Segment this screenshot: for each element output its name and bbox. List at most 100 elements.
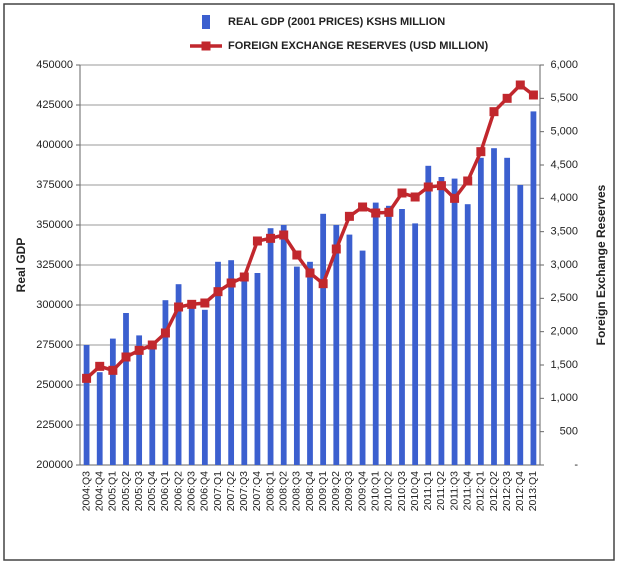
y2-tick-label: 3,500 <box>550 226 578 238</box>
line-marker <box>279 230 289 240</box>
x-tick-label: 2012:Q3 <box>501 471 513 511</box>
line-marker <box>200 298 210 308</box>
legend-label: FOREIGN EXCHANGE RESERVES (USD MILLION) <box>228 40 488 52</box>
bar <box>241 274 248 465</box>
x-tick-label: 2011:Q2 <box>435 471 447 511</box>
line-marker <box>292 250 302 260</box>
y2-axis-title: Foreign Exchange Reserves <box>594 184 608 345</box>
line-marker <box>95 361 105 371</box>
line-marker <box>134 345 144 355</box>
y2-tick-label: 1,500 <box>550 359 578 371</box>
x-tick-label: 2010:Q1 <box>369 471 381 511</box>
line-marker <box>436 181 446 191</box>
y2-tick-label: 6,000 <box>550 59 578 71</box>
line-marker <box>502 93 512 103</box>
x-tick-label: 2007:Q1 <box>212 471 224 511</box>
x-tick-label: 2011:Q4 <box>461 471 473 511</box>
bar <box>267 228 274 465</box>
y2-tick-label: - <box>574 459 578 471</box>
x-tick-label: 2009:Q2 <box>330 471 342 511</box>
bar <box>280 225 287 465</box>
line-marker <box>528 90 538 100</box>
line-marker <box>358 202 368 212</box>
y-tick-label: 425000 <box>36 99 73 111</box>
bar <box>425 165 432 466</box>
bar <box>438 177 445 465</box>
line-marker <box>344 211 354 221</box>
y-tick-label: 325000 <box>36 259 73 271</box>
y2-tick-label: 4,500 <box>550 159 578 171</box>
bar <box>188 305 195 465</box>
x-tick-label: 2009:Q1 <box>317 471 329 511</box>
bar <box>201 309 208 465</box>
line-marker <box>266 233 276 243</box>
line-marker <box>476 147 486 157</box>
line-marker <box>515 80 525 90</box>
x-tick-label: 2005:Q2 <box>120 471 132 511</box>
y2-tick-label: 500 <box>560 426 578 438</box>
x-tick-label: 2006:Q1 <box>159 471 171 511</box>
line-marker <box>489 107 499 117</box>
line-marker <box>121 352 131 362</box>
x-tick-label: 2008:Q3 <box>291 471 303 511</box>
x-tick-label: 2010:Q3 <box>396 471 408 511</box>
x-tick-label: 2012:Q4 <box>514 471 526 511</box>
legend-label: REAL GDP (2001 PRICES) KSHS MILLION <box>228 16 445 28</box>
bar <box>504 157 511 466</box>
legend-swatch <box>202 15 210 29</box>
bar <box>149 345 156 465</box>
line-marker <box>108 365 118 375</box>
bar <box>399 209 405 465</box>
bar <box>385 205 392 466</box>
line-marker <box>384 207 394 217</box>
x-tick-label: 2012:Q1 <box>475 471 487 511</box>
line-marker <box>160 328 170 338</box>
line-marker <box>410 192 420 202</box>
y-tick-label: 300000 <box>36 299 73 311</box>
y2-tick-label: 1,000 <box>550 392 578 404</box>
y2-tick-label: 2,500 <box>550 292 578 304</box>
y-tick-label: 250000 <box>36 379 73 391</box>
y-tick-label: 350000 <box>36 219 73 231</box>
x-tick-label: 2007:Q3 <box>238 471 250 511</box>
bar <box>96 372 103 465</box>
bar <box>215 261 221 465</box>
bar <box>372 202 379 465</box>
y2-tick-label: 3,000 <box>550 259 578 271</box>
line-marker <box>397 188 407 198</box>
bar <box>109 338 116 465</box>
y2-tick-label: 5,500 <box>550 92 578 104</box>
x-tick-label: 2005:Q1 <box>107 471 119 511</box>
line-marker <box>423 182 433 192</box>
x-tick-label: 2011:Q1 <box>422 471 434 511</box>
x-tick-label: 2009:Q3 <box>343 471 355 511</box>
y-tick-label: 200000 <box>36 459 73 471</box>
bar <box>254 273 261 465</box>
line-marker <box>331 244 341 254</box>
bar <box>136 335 143 465</box>
x-tick-label: 2004:Q3 <box>80 471 92 511</box>
x-tick-label: 2010:Q2 <box>383 471 395 511</box>
x-tick-label: 2009:Q4 <box>356 471 368 511</box>
bar <box>530 111 537 466</box>
line-marker <box>318 279 328 289</box>
y-tick-label: 450000 <box>36 59 73 71</box>
x-tick-label: 2007:Q4 <box>251 471 263 511</box>
x-tick-label: 2005:Q4 <box>146 471 158 511</box>
line-marker <box>174 302 184 312</box>
bar <box>333 225 340 465</box>
y2-tick-label: 2,000 <box>550 326 578 338</box>
line-marker <box>213 287 223 297</box>
bar <box>346 234 353 465</box>
line-marker <box>187 299 197 309</box>
x-tick-label: 2004:Q4 <box>93 471 105 511</box>
x-tick-label: 2005:Q3 <box>133 471 145 511</box>
bar <box>464 204 471 465</box>
y-tick-label: 400000 <box>36 139 73 151</box>
line-marker <box>147 340 157 350</box>
line-marker <box>82 373 92 383</box>
y-tick-label: 225000 <box>36 419 73 431</box>
x-tick-label: 2008:Q4 <box>304 471 316 511</box>
bar <box>162 300 169 465</box>
x-tick-label: 2011:Q3 <box>448 471 460 511</box>
